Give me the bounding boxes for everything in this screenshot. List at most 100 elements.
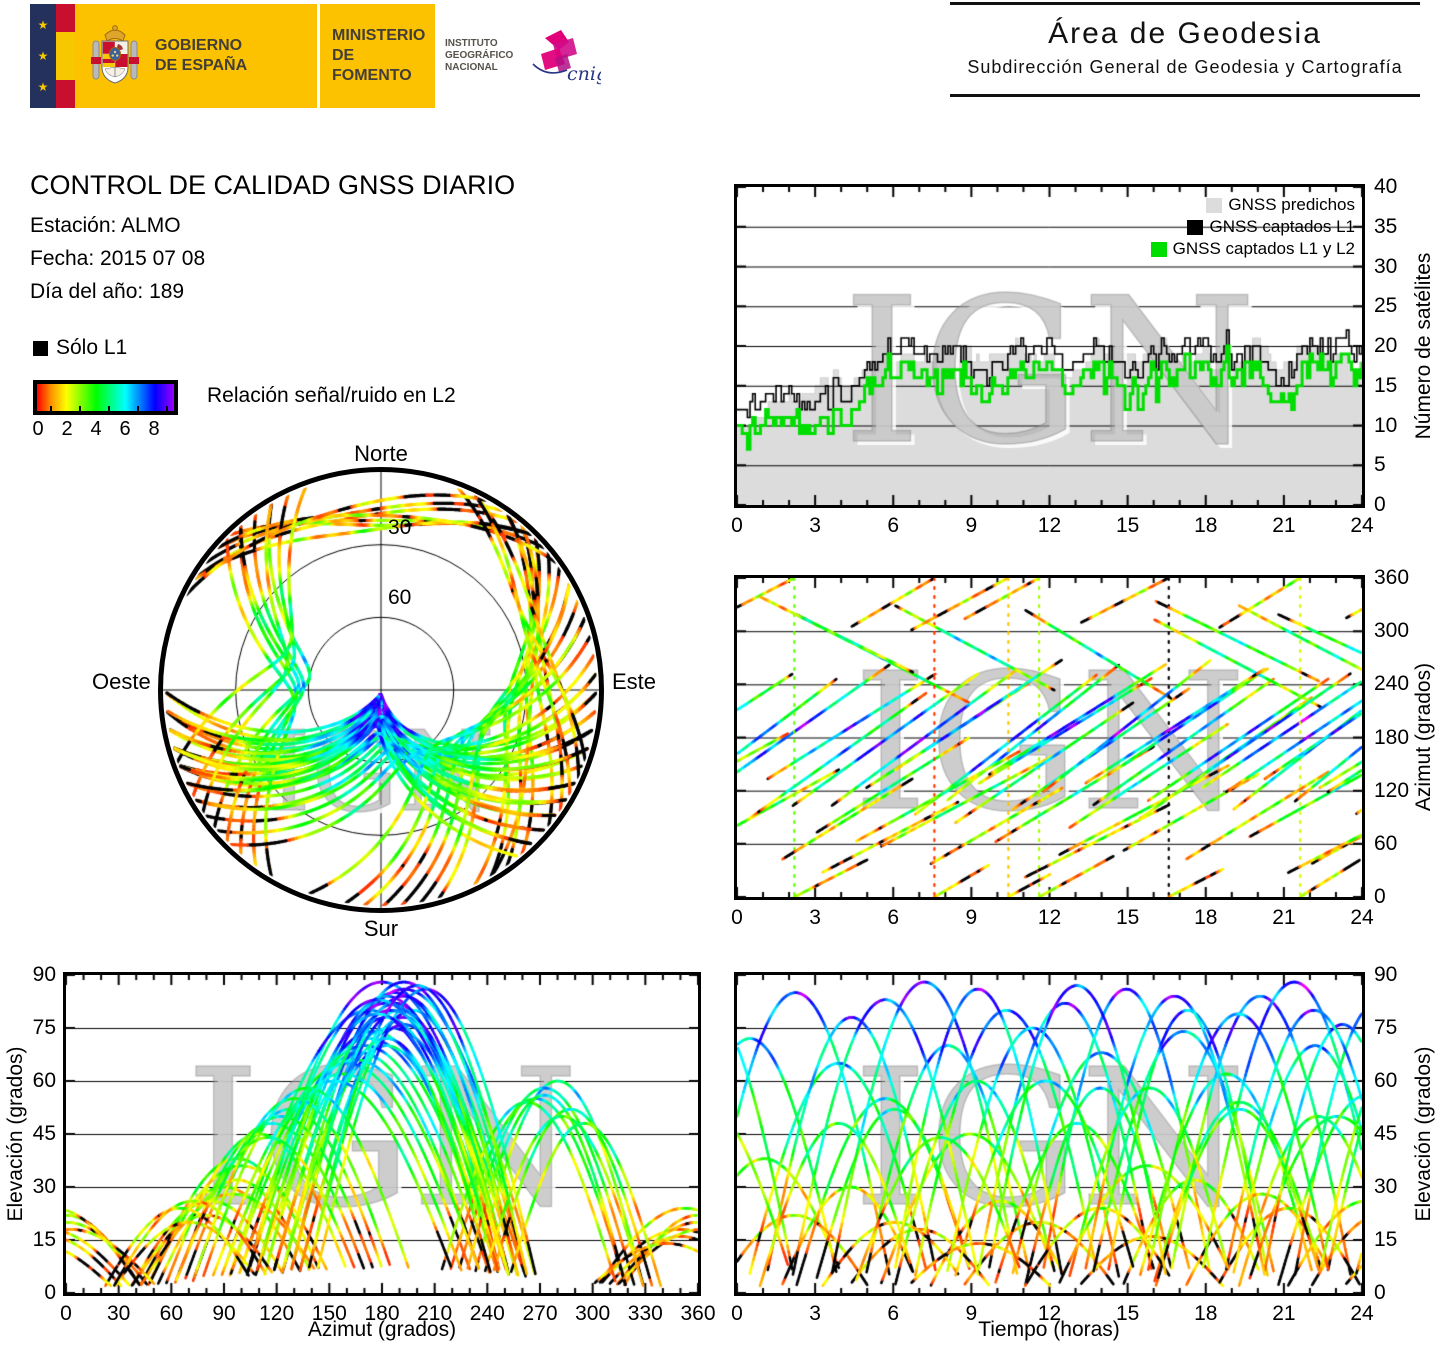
tick-label: 15 (32, 1228, 56, 1251)
legend-row: GNSS captados L1 y L2 (900, 238, 1355, 260)
compass-east-label: Este (612, 669, 657, 694)
tick-label: 30 (1374, 254, 1398, 278)
instituto-label: INSTITUTO GEOGRÁFICO NACIONAL (445, 38, 514, 73)
tick-label: 25 (1374, 294, 1398, 318)
eu-star-icon: ★ (37, 79, 49, 94)
flag-yellow-band (56, 32, 75, 80)
area-geodesia-header: Área de Geodesia Subdirección General de… (950, 2, 1420, 97)
cnig-text: cnig (567, 63, 601, 85)
skyplot-canvas (163, 472, 599, 908)
tick-label: 3 (809, 514, 821, 537)
compass-south-label: Sur (363, 916, 399, 941)
gobierno-box: GOBIERNO DE ESPAÑA (75, 4, 317, 108)
cnig-logo-icon: cnig (532, 30, 601, 85)
tick-label: 45 (1374, 1122, 1398, 1145)
legend-label: GNSS captados L1 y L2 (1172, 239, 1355, 258)
tick-label: 9 (965, 514, 978, 537)
flag-red-band (56, 79, 75, 108)
snr-colorbar (33, 380, 178, 415)
elev-time-yaxis-title: Elevación (grados) (1412, 1046, 1435, 1222)
tick-label: 21 (1272, 906, 1296, 929)
tick-label: 330 (627, 1302, 663, 1325)
compass-west-label: Oeste (92, 669, 151, 694)
tick-label: 6 (887, 906, 900, 929)
tick-label: 21 (1272, 1302, 1296, 1325)
tick-label: 9 (965, 1302, 978, 1325)
tick-label: 0 (731, 1302, 743, 1325)
gobierno-label: GOBIERNO DE ESPAÑA (155, 37, 248, 74)
tick-label: 360 (680, 1302, 716, 1325)
elevation-azimuth-chart (63, 972, 701, 1296)
eu-star-icon: ★ (37, 48, 49, 63)
tick-label: 15 (1374, 373, 1398, 397)
tick-label: 12 (1037, 906, 1062, 929)
tick-label: 6 (887, 1302, 900, 1325)
flag-red-band (56, 4, 75, 33)
tick-label: 18 (1194, 514, 1218, 537)
skyplot (158, 467, 604, 913)
tick-label: 240 (1374, 672, 1410, 696)
government-banner: ★ ★ ★ (30, 4, 620, 108)
tick-label: 3 (809, 906, 821, 929)
legend-label: GNSS predichos (1228, 195, 1355, 214)
tick-label: 30 (32, 1175, 56, 1198)
legend-row: GNSS captados L1 (900, 216, 1355, 238)
tick-label: 0 (731, 514, 743, 537)
tick-label: 30 (1374, 1175, 1398, 1198)
solo-l1-swatch (33, 340, 48, 356)
instituto-box: INSTITUTO GEOGRÁFICO NACIONAL cnig (435, 4, 620, 108)
tick-label: 90 (1374, 963, 1398, 986)
colorbar-tick-mark (166, 406, 168, 411)
tick-label: 12 (1037, 514, 1062, 537)
tick-label: 90 (32, 963, 56, 986)
tick-label: 360 (1374, 566, 1410, 589)
spain-coat-of-arms-icon (91, 25, 139, 84)
tick-label: 60 (1374, 831, 1398, 855)
legend-label: GNSS captados L1 (1209, 217, 1355, 236)
station-line: Estación: ALMO (30, 214, 181, 237)
colorbar-tick-label: 6 (119, 418, 131, 440)
tick-label: 0 (44, 1281, 56, 1304)
tick-label: 3 (809, 1302, 821, 1325)
header-title: Área de Geodesia (1048, 17, 1322, 50)
header-subtitle: Subdirección General de Geodesia y Carto… (967, 57, 1403, 77)
tick-label: 15 (1115, 1302, 1140, 1325)
tick-label: 60 (32, 1069, 56, 1092)
tick-label: 75 (1374, 1016, 1398, 1039)
eu-flag-strip: ★ ★ ★ (30, 4, 56, 108)
tick-label: 12 (1037, 1302, 1062, 1325)
tick-label: 0 (60, 1302, 72, 1325)
tick-label: 0 (1374, 493, 1386, 516)
snr-colorbar-label: Relación señal/ruido en L2 (207, 384, 456, 407)
colorbar-tick-label: 0 (32, 418, 44, 440)
tick-label: 120 (1374, 778, 1410, 802)
satellite-count-legend: GNSS predichos GNSS captados L1 GNSS cap… (900, 194, 1355, 260)
satellite-count-chart (734, 184, 1365, 508)
satellite-count-canvas (737, 187, 1362, 505)
tick-label: 60 (1374, 1069, 1398, 1092)
tick-label: 9 (965, 906, 978, 929)
tick-label: 15 (1374, 1228, 1398, 1251)
tick-label: 120 (259, 1302, 295, 1325)
tick-label: 0 (1374, 1281, 1386, 1304)
colorbar-tick-mark (137, 406, 139, 411)
elev-az-xaxis-title: Azimut (grados) (307, 1318, 457, 1341)
tick-label: 20 (1374, 334, 1398, 357)
doy-line: Día del año: 189 (30, 280, 185, 303)
ministerio-label: MINISTERIO DE FOMENTO (332, 27, 426, 84)
legend-swatch-l1 (1187, 219, 1204, 235)
azimuth-yaxis-title: Azimut (grados) (1412, 662, 1435, 812)
tick-label: 0 (1374, 885, 1386, 908)
elevation-azimuth-canvas (66, 975, 698, 1293)
ministerio-box: MINISTERIO DE FOMENTO (320, 4, 435, 108)
date-line: Fecha: 2015 07 08 (30, 247, 206, 270)
tick-label: 30 (106, 1302, 131, 1325)
tick-label: 270 (522, 1302, 558, 1325)
tick-label: 35 (1374, 214, 1398, 238)
tick-label: 18 (1194, 906, 1218, 929)
tick-label: 60 (159, 1302, 184, 1325)
tick-label: 300 (575, 1302, 611, 1325)
tick-label: 24 (1350, 1302, 1374, 1325)
report-title: CONTROL DE CALIDAD GNSS DIARIO (30, 170, 516, 200)
tick-label: 15 (1115, 514, 1140, 537)
